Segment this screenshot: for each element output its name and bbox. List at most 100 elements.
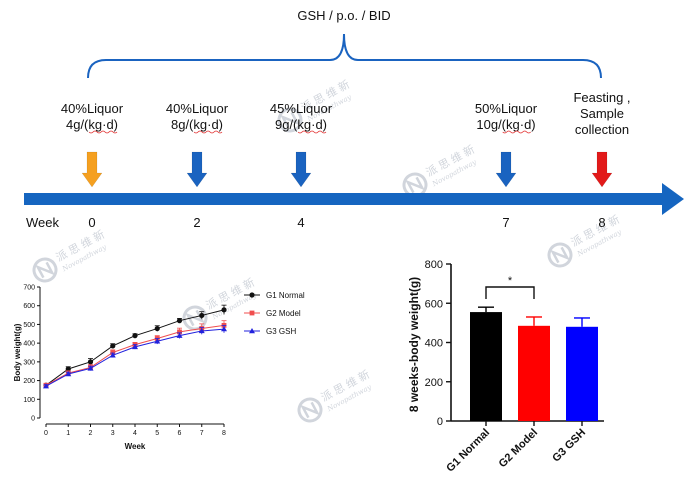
line-chart-series xyxy=(43,304,227,389)
data-point xyxy=(43,383,49,389)
y-tick-label: 500 xyxy=(23,322,35,329)
timeline-header: GSH / p.o. / BID xyxy=(297,8,390,23)
event-text-line: collection xyxy=(575,122,629,137)
watermark-logo-icon xyxy=(32,257,58,283)
legend-marker xyxy=(249,328,255,334)
timeline-arrow xyxy=(24,183,684,215)
y-tick-label: 600 xyxy=(23,303,35,310)
event-text-line: Sample xyxy=(580,106,624,121)
y-tick-label: 400 xyxy=(425,338,443,350)
bar xyxy=(566,326,598,421)
data-point xyxy=(176,332,183,338)
down-arrow-icon xyxy=(186,151,208,188)
data-point xyxy=(154,338,161,344)
week-number: 0 xyxy=(88,215,95,230)
event-text-line: 4g/(kg·d) xyxy=(66,117,118,132)
week-number: 2 xyxy=(193,215,200,230)
data-point xyxy=(109,352,116,358)
down-arrow-icon xyxy=(495,151,517,188)
bar-group: G2 Model xyxy=(497,316,550,470)
bar-chart-bars: G1 Normal G2 Model G3 GSH xyxy=(444,306,598,475)
watermark-logo-icon xyxy=(547,242,573,268)
data-point xyxy=(221,307,227,313)
x-tick-label: 8 xyxy=(222,430,226,437)
spellcheck-underline xyxy=(297,130,327,134)
y-tick-label: 0 xyxy=(31,416,35,423)
bracket-line xyxy=(485,286,535,299)
timeline: GSH / p.o. / BID 40%Liquor4g/(kg·d)40%Li… xyxy=(24,8,684,230)
down-arrow-icon xyxy=(81,151,103,188)
data-point xyxy=(65,366,71,372)
event-text-line: 9g/(kg·d) xyxy=(275,117,327,132)
legend-label: G2 Model xyxy=(266,309,301,318)
data-point xyxy=(65,371,72,377)
bar-chart-y-label: 8 weeks-body weight(g) xyxy=(407,277,421,412)
data-point xyxy=(198,327,205,334)
line-chart-axes: 0 100 200 300 400 500 600 700 0 1 2 3 4 5 6 7 8 xyxy=(23,285,226,438)
x-tick-label: 6 xyxy=(178,430,182,437)
y-tick-label: 300 xyxy=(23,359,35,366)
x-tick-label: G1 Normal xyxy=(444,427,492,475)
legend-marker xyxy=(249,292,255,298)
timeline-brace xyxy=(87,33,602,79)
bar-group: G3 GSH xyxy=(550,317,598,465)
y-tick-label: 800 xyxy=(425,259,443,271)
down-arrow-icon xyxy=(290,151,312,188)
event-text-line: 45%Liquor xyxy=(270,101,333,116)
week-number: 7 xyxy=(502,215,509,230)
watermark-logo-mark-icon xyxy=(280,111,300,129)
legend-entry: G1 Normal xyxy=(244,291,305,300)
legend-marker xyxy=(249,310,255,316)
data-point xyxy=(177,329,182,335)
timeline-events: 40%Liquor4g/(kg·d)40%Liquor8g/(kg·d)45%L… xyxy=(61,90,631,188)
y-tick-label: 700 xyxy=(23,285,35,292)
week-number: 4 xyxy=(297,215,304,230)
down-arrow-icon xyxy=(591,151,613,188)
week-numbers: 0 2 4 7 8 xyxy=(88,215,605,230)
event-text-line: 8g/(kg·d) xyxy=(171,117,223,132)
significance-label: * xyxy=(508,275,513,287)
spellcheck-underline xyxy=(193,130,223,134)
legend-label: G1 Normal xyxy=(266,291,305,300)
y-tick-label: 0 xyxy=(437,416,443,428)
watermark-logo-icon xyxy=(277,107,303,133)
x-tick-label: G2 Model xyxy=(497,427,540,470)
y-tick-label: 600 xyxy=(425,298,443,310)
spellcheck-underline xyxy=(502,130,531,134)
event-text-line: 40%Liquor xyxy=(166,101,229,116)
series xyxy=(43,304,227,388)
event-text-line: 40%Liquor xyxy=(61,101,124,116)
x-tick-label: 1 xyxy=(66,430,70,437)
line-chart-legend: G1 Normal G2 Model G3 GSH xyxy=(244,291,305,336)
y-tick-label: 100 xyxy=(23,397,35,404)
data-point xyxy=(87,359,94,365)
x-tick-label: 3 xyxy=(111,430,115,437)
x-tick-label: 4 xyxy=(133,430,137,437)
y-tick-label: 200 xyxy=(425,377,443,389)
data-point xyxy=(221,326,227,332)
bar-group: G1 Normal xyxy=(444,306,502,475)
data-point xyxy=(154,325,160,332)
series xyxy=(43,320,227,388)
legend-label: G3 GSH xyxy=(266,327,296,336)
week-number: 8 xyxy=(598,215,605,230)
bar xyxy=(518,325,550,421)
data-point xyxy=(132,343,138,350)
x-tick-label: G3 GSH xyxy=(550,427,588,465)
data-point xyxy=(176,318,183,324)
body-weight-line-chart: 0 100 200 300 400 500 600 700 0 1 2 3 4 5 6 7 8 Week Bod… xyxy=(13,285,305,452)
series xyxy=(43,324,227,389)
y-tick-label: 400 xyxy=(23,341,35,348)
x-tick-label: 0 xyxy=(44,430,48,437)
watermark-logo-mark-icon xyxy=(550,246,570,264)
watermark-logo-icon xyxy=(297,397,323,423)
line-chart-x-label: Week xyxy=(125,442,146,451)
event-text-line: Feasting , xyxy=(573,90,630,105)
watermark-logo-mark-icon xyxy=(405,176,425,194)
spellcheck-underline xyxy=(88,130,118,134)
